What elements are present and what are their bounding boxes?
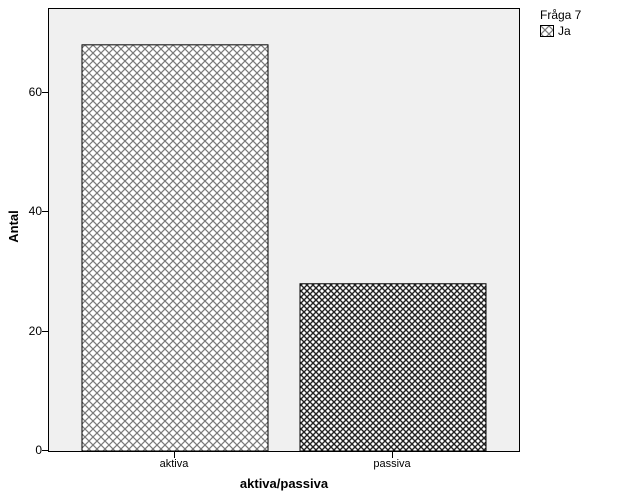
x-axis-label: aktiva/passiva: [48, 476, 520, 491]
legend-swatch: [540, 25, 554, 37]
plot-area: [48, 8, 520, 452]
legend-item-label: Ja: [558, 24, 571, 38]
y-tick-label: 0: [6, 443, 42, 457]
x-tick-label: passiva: [373, 458, 410, 470]
bar-passiva: [300, 284, 486, 451]
legend: Fråga 7 Ja: [540, 8, 581, 38]
legend-item: Ja: [540, 24, 581, 38]
y-axis-label: Antal: [4, 0, 22, 452]
x-tick-label: aktiva: [160, 458, 189, 470]
legend-title: Fråga 7: [540, 8, 581, 22]
y-tick: [42, 331, 48, 332]
y-tick-label: 60: [6, 85, 42, 99]
y-tick-label: 40: [6, 204, 42, 218]
bar-aktiva: [82, 45, 268, 451]
chart-container: Antal 0 20 40 60 aktiva passiva aktiva/passi…: [0, 0, 629, 504]
y-tick: [42, 211, 48, 212]
y-tick: [42, 92, 48, 93]
y-tick-label: 20: [6, 324, 42, 338]
y-tick: [42, 450, 48, 451]
